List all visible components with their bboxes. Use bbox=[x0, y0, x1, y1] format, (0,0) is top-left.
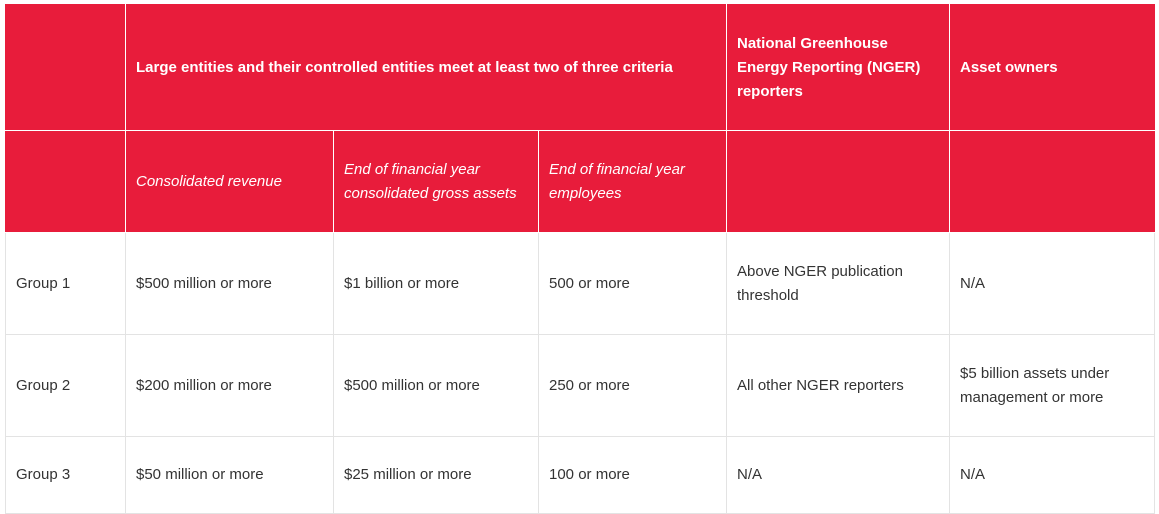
assets-cell: $500 million or more bbox=[333, 334, 539, 437]
table-row: Group 2 $200 million or more $500 millio… bbox=[5, 334, 1155, 437]
revenue-cell: $500 million or more bbox=[125, 232, 334, 335]
group-cell: Group 3 bbox=[5, 436, 126, 514]
asset-owners-cell: N/A bbox=[949, 436, 1155, 514]
group-cell: Group 1 bbox=[5, 232, 126, 335]
header-empty-cell bbox=[5, 4, 126, 131]
nger-cell: N/A bbox=[726, 436, 950, 514]
subheader-nger-empty bbox=[726, 130, 950, 233]
subheader-gross-assets: End of financial year consolidated gross… bbox=[333, 130, 539, 233]
employees-cell: 100 or more bbox=[538, 436, 727, 514]
subheader-row: Consolidated revenue End of financial ye… bbox=[5, 130, 1155, 233]
assets-cell: $1 billion or more bbox=[333, 232, 539, 335]
employees-cell: 250 or more bbox=[538, 334, 727, 437]
header-asset-owners: Asset owners bbox=[949, 4, 1155, 131]
subheader-revenue: Consolidated revenue bbox=[125, 130, 334, 233]
nger-cell: Above NGER publication threshold bbox=[726, 232, 950, 335]
subheader-asset-owners-empty bbox=[949, 130, 1155, 233]
employees-cell: 500 or more bbox=[538, 232, 727, 335]
header-large-entities: Large entities and their controlled enti… bbox=[125, 4, 727, 131]
table-row: Group 3 $50 million or more $25 million … bbox=[5, 436, 1155, 514]
assets-cell: $25 million or more bbox=[333, 436, 539, 514]
asset-owners-cell: N/A bbox=[949, 232, 1155, 335]
reporting-groups-table: Large entities and their controlled enti… bbox=[5, 4, 1155, 514]
table-row: Group 1 $500 million or more $1 billion … bbox=[5, 232, 1155, 335]
asset-owners-cell: $5 billion assets under management or mo… bbox=[949, 334, 1155, 437]
subheader-employees: End of financial year employees bbox=[538, 130, 727, 233]
reporting-groups-table-container: Large entities and their controlled enti… bbox=[5, 4, 1155, 514]
group-cell: Group 2 bbox=[5, 334, 126, 437]
subheader-empty-cell bbox=[5, 130, 126, 233]
header-row: Large entities and their controlled enti… bbox=[5, 4, 1155, 131]
nger-cell: All other NGER reporters bbox=[726, 334, 950, 437]
header-nger: National Greenhouse Energy Reporting (NG… bbox=[726, 4, 950, 131]
revenue-cell: $200 million or more bbox=[125, 334, 334, 437]
revenue-cell: $50 million or more bbox=[125, 436, 334, 514]
